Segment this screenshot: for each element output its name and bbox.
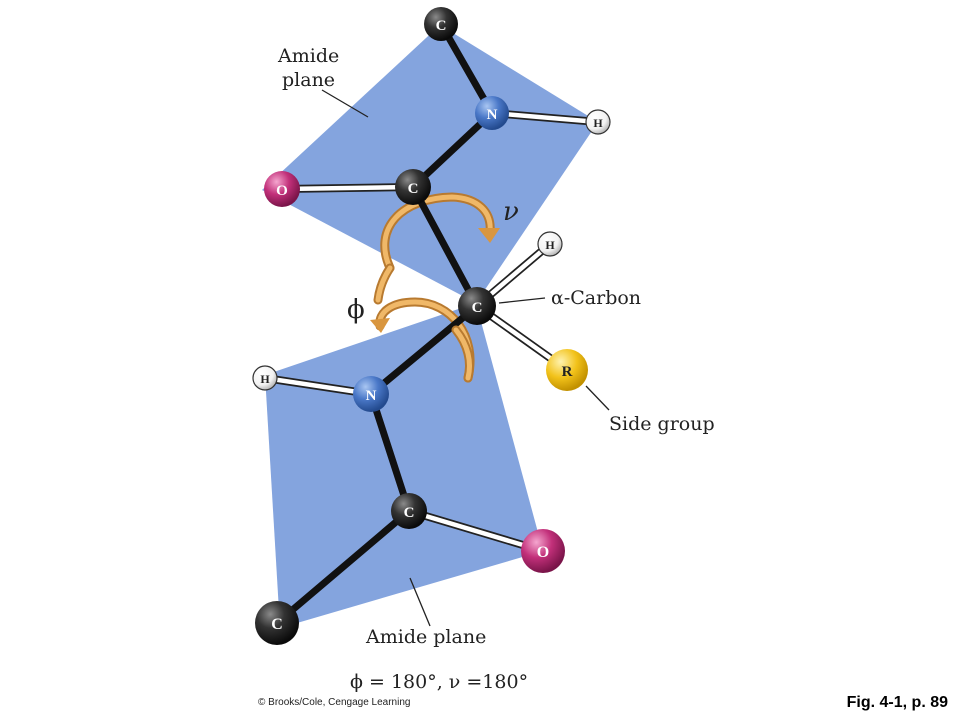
- svg-text:C: C: [408, 181, 419, 197]
- side-group-atom: R: [546, 349, 588, 391]
- carbon-atom-top: C: [424, 7, 458, 41]
- carbon-atom-bottom: C: [255, 601, 299, 645]
- phi-label: ϕ: [347, 295, 365, 325]
- svg-text:C: C: [404, 505, 415, 521]
- svg-text:H: H: [593, 116, 603, 130]
- backbone-bonds: [273, 20, 496, 627]
- oxygen-atom-bottom: O: [521, 529, 565, 573]
- svg-text:N: N: [366, 388, 377, 404]
- amide-plane-top-label-line2: plane: [282, 69, 335, 91]
- amide-plane-bottom-label: Amide plane: [365, 626, 486, 648]
- svg-text:O: O: [537, 544, 549, 561]
- svg-text:C: C: [271, 616, 283, 633]
- angle-equation: ϕ = 180°, ν =180°: [350, 671, 528, 693]
- hydrogen-atom-alpha: H: [537, 231, 563, 257]
- side-group-label: Side group: [609, 413, 715, 435]
- side-group-leader: [585, 385, 610, 411]
- nitrogen-atom-top: N: [475, 96, 509, 130]
- figure-reference: Fig. 4-1, p. 89: [846, 694, 948, 711]
- copyright-credit: © Brooks/Cole, Cengage Learning: [258, 697, 411, 708]
- svg-text:N: N: [487, 107, 498, 123]
- amide-plane-bottom-leader: [409, 577, 431, 627]
- hydrogen-atom-bottom: H: [252, 365, 278, 391]
- alpha-carbon-leader: [498, 297, 546, 304]
- alpha-carbon-label: α-Carbon: [551, 287, 641, 309]
- amide-plane-top-leader: [321, 89, 369, 118]
- amide-plane-bottom: [265, 303, 543, 628]
- hydrogen-atom-top: H: [585, 109, 611, 135]
- svg-text:C: C: [472, 300, 483, 316]
- nitrogen-atom-bottom: N: [353, 376, 389, 412]
- svg-text:C: C: [436, 18, 447, 34]
- svg-text:R: R: [562, 364, 573, 380]
- svg-text:O: O: [276, 183, 288, 199]
- carbonyl-carbon-top: C: [395, 169, 431, 205]
- psi-label: ν: [503, 197, 519, 227]
- carbonyl-carbon-bottom: C: [391, 493, 427, 529]
- svg-text:H: H: [260, 372, 270, 386]
- phi-arrow-head: [370, 318, 390, 333]
- alpha-carbon-atom: C: [458, 287, 496, 325]
- amide-plane-top-label-line1: Amide: [277, 45, 339, 67]
- oxygen-atom-top: O: [264, 171, 300, 207]
- amide-plane-top: [262, 25, 598, 303]
- svg-text:H: H: [545, 238, 555, 252]
- psi-arrow-head: [478, 228, 500, 243]
